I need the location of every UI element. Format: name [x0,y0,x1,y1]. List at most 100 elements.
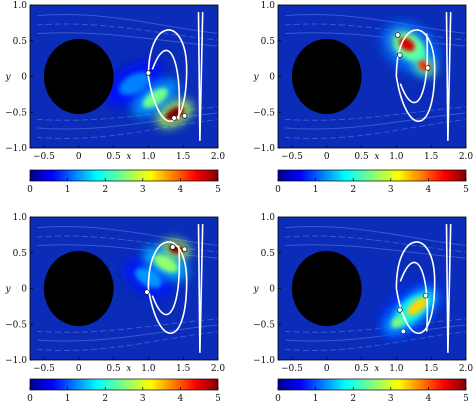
x-tick-label: 0 [324,364,330,374]
streakline [36,106,218,121]
cylinder [291,38,362,115]
y-tick-label: −1.0 [253,356,275,366]
y-axis-label: y [4,73,11,83]
x-tick-label: −0.5 [281,152,303,162]
colorbar-tick-label: 0 [27,394,33,404]
streakline [284,119,466,139]
trajectory-loop [445,224,452,353]
trajectory-loop [395,241,436,334]
colorbar: 0 1 2 3 4 5 [27,169,221,195]
streakline [284,318,466,333]
y-tick-label: 0.5 [13,249,28,259]
heat-field [105,61,193,128]
x-tick-label: 1.0 [141,364,156,374]
colorbar-tick-label: 2 [350,394,356,404]
streakline [36,119,218,139]
streakline [284,324,466,342]
colorbar: 0 1 2 3 4 5 [275,378,469,404]
hotspot-core [153,254,179,273]
trajectory-loop [395,29,436,122]
colorbar-tick-label: 1 [65,185,71,195]
tracer-marker [422,292,429,299]
colorbar-tick-label: 3 [140,394,146,404]
tracer-marker [181,246,188,252]
colorbar-tick-label: 0 [275,394,281,404]
y-tick-label: 0 [269,73,275,83]
y-tick-label: 1.0 [261,1,276,11]
trajectory-loop [147,241,188,334]
streakline [284,331,466,351]
x-tick-label: 0.5 [354,152,369,162]
y-axis-label: y [252,73,259,83]
colorbar-tick-label: 3 [140,185,146,195]
x-tick-label: −0.5 [33,364,55,374]
x-tick-label: 0.5 [354,364,369,374]
y-tick-label: −0.5 [253,108,275,118]
colorbar-gradient [29,378,219,391]
trajectory-loop [445,12,452,141]
streakline [284,112,466,130]
y-axis-label: y [252,285,259,295]
x-tick-label: 2.0 [459,152,474,162]
y-tick-label: 0 [21,73,27,83]
colorbar-tick-label: 0 [27,185,33,195]
plot-area [30,217,218,360]
streakline [36,331,218,351]
x-tick-label: 2.0 [211,364,226,374]
x-tick-label: 1.5 [424,152,439,162]
colorbar-tick-label: 4 [426,185,432,195]
x-tick-label: 0.5 [106,364,121,374]
x-tick-label: 1.0 [141,152,156,162]
x-tick-label: 1.5 [424,364,439,374]
x-axis-label: x [126,364,131,374]
y-tick-label: 1.0 [261,213,276,223]
x-tick-label: 0.5 [106,152,121,162]
y-tick-label: 0 [269,285,275,295]
cylinder [43,38,114,115]
y-tick-label: −1.0 [253,144,275,154]
colorbar-tick-label: 3 [388,185,394,195]
colorbar-tick-label: 1 [313,394,319,404]
x-tick-label: 0 [76,152,82,162]
y-tick-label: −1.0 [5,144,27,154]
y-tick-label: 1.0 [13,213,28,223]
x-axis-label: x [126,152,131,162]
colorbar-gradient [277,169,467,182]
x-tick-label: 1.5 [176,152,191,162]
x-tick-label: 1.5 [176,364,191,374]
cylinder [43,250,114,327]
colorbar-tick-label: 2 [350,185,356,195]
trajectory-loop [151,245,181,316]
tracer-marker [144,289,150,295]
y-tick-label: −0.5 [5,320,27,330]
trajectory-loops [147,12,204,141]
x-tick-label: −0.5 [33,152,55,162]
x-tick-label: 0 [76,364,82,374]
tracer-marker [425,65,431,71]
tracer-marker [397,52,403,58]
hotspot-core [142,87,168,109]
y-tick-label: −0.5 [253,320,275,330]
tracer-marker [400,328,407,335]
x-axis-label: x [374,364,379,374]
colorbar-tick-label: 1 [65,394,71,404]
trajectory-loop [197,12,204,141]
colorbar-tick-label: 4 [426,394,432,404]
colorbar-gradient [29,169,219,182]
trajectory-loop [399,33,429,104]
y-tick-label: 1.0 [13,1,28,11]
trajectory-loops [147,224,204,353]
y-tick-label: 0 [21,285,27,295]
y-tick-label: −1.0 [5,356,27,366]
colorbar-gradient [277,378,467,391]
colorbar-tick-label: 1 [313,185,319,195]
trajectory-loops [395,224,452,353]
tracer-marker [171,115,177,121]
tracer-marker [181,113,188,119]
colorbar-tick-label: 0 [275,185,281,195]
x-tick-label: 1.0 [389,152,404,162]
y-tick-label: 0.5 [261,249,276,259]
